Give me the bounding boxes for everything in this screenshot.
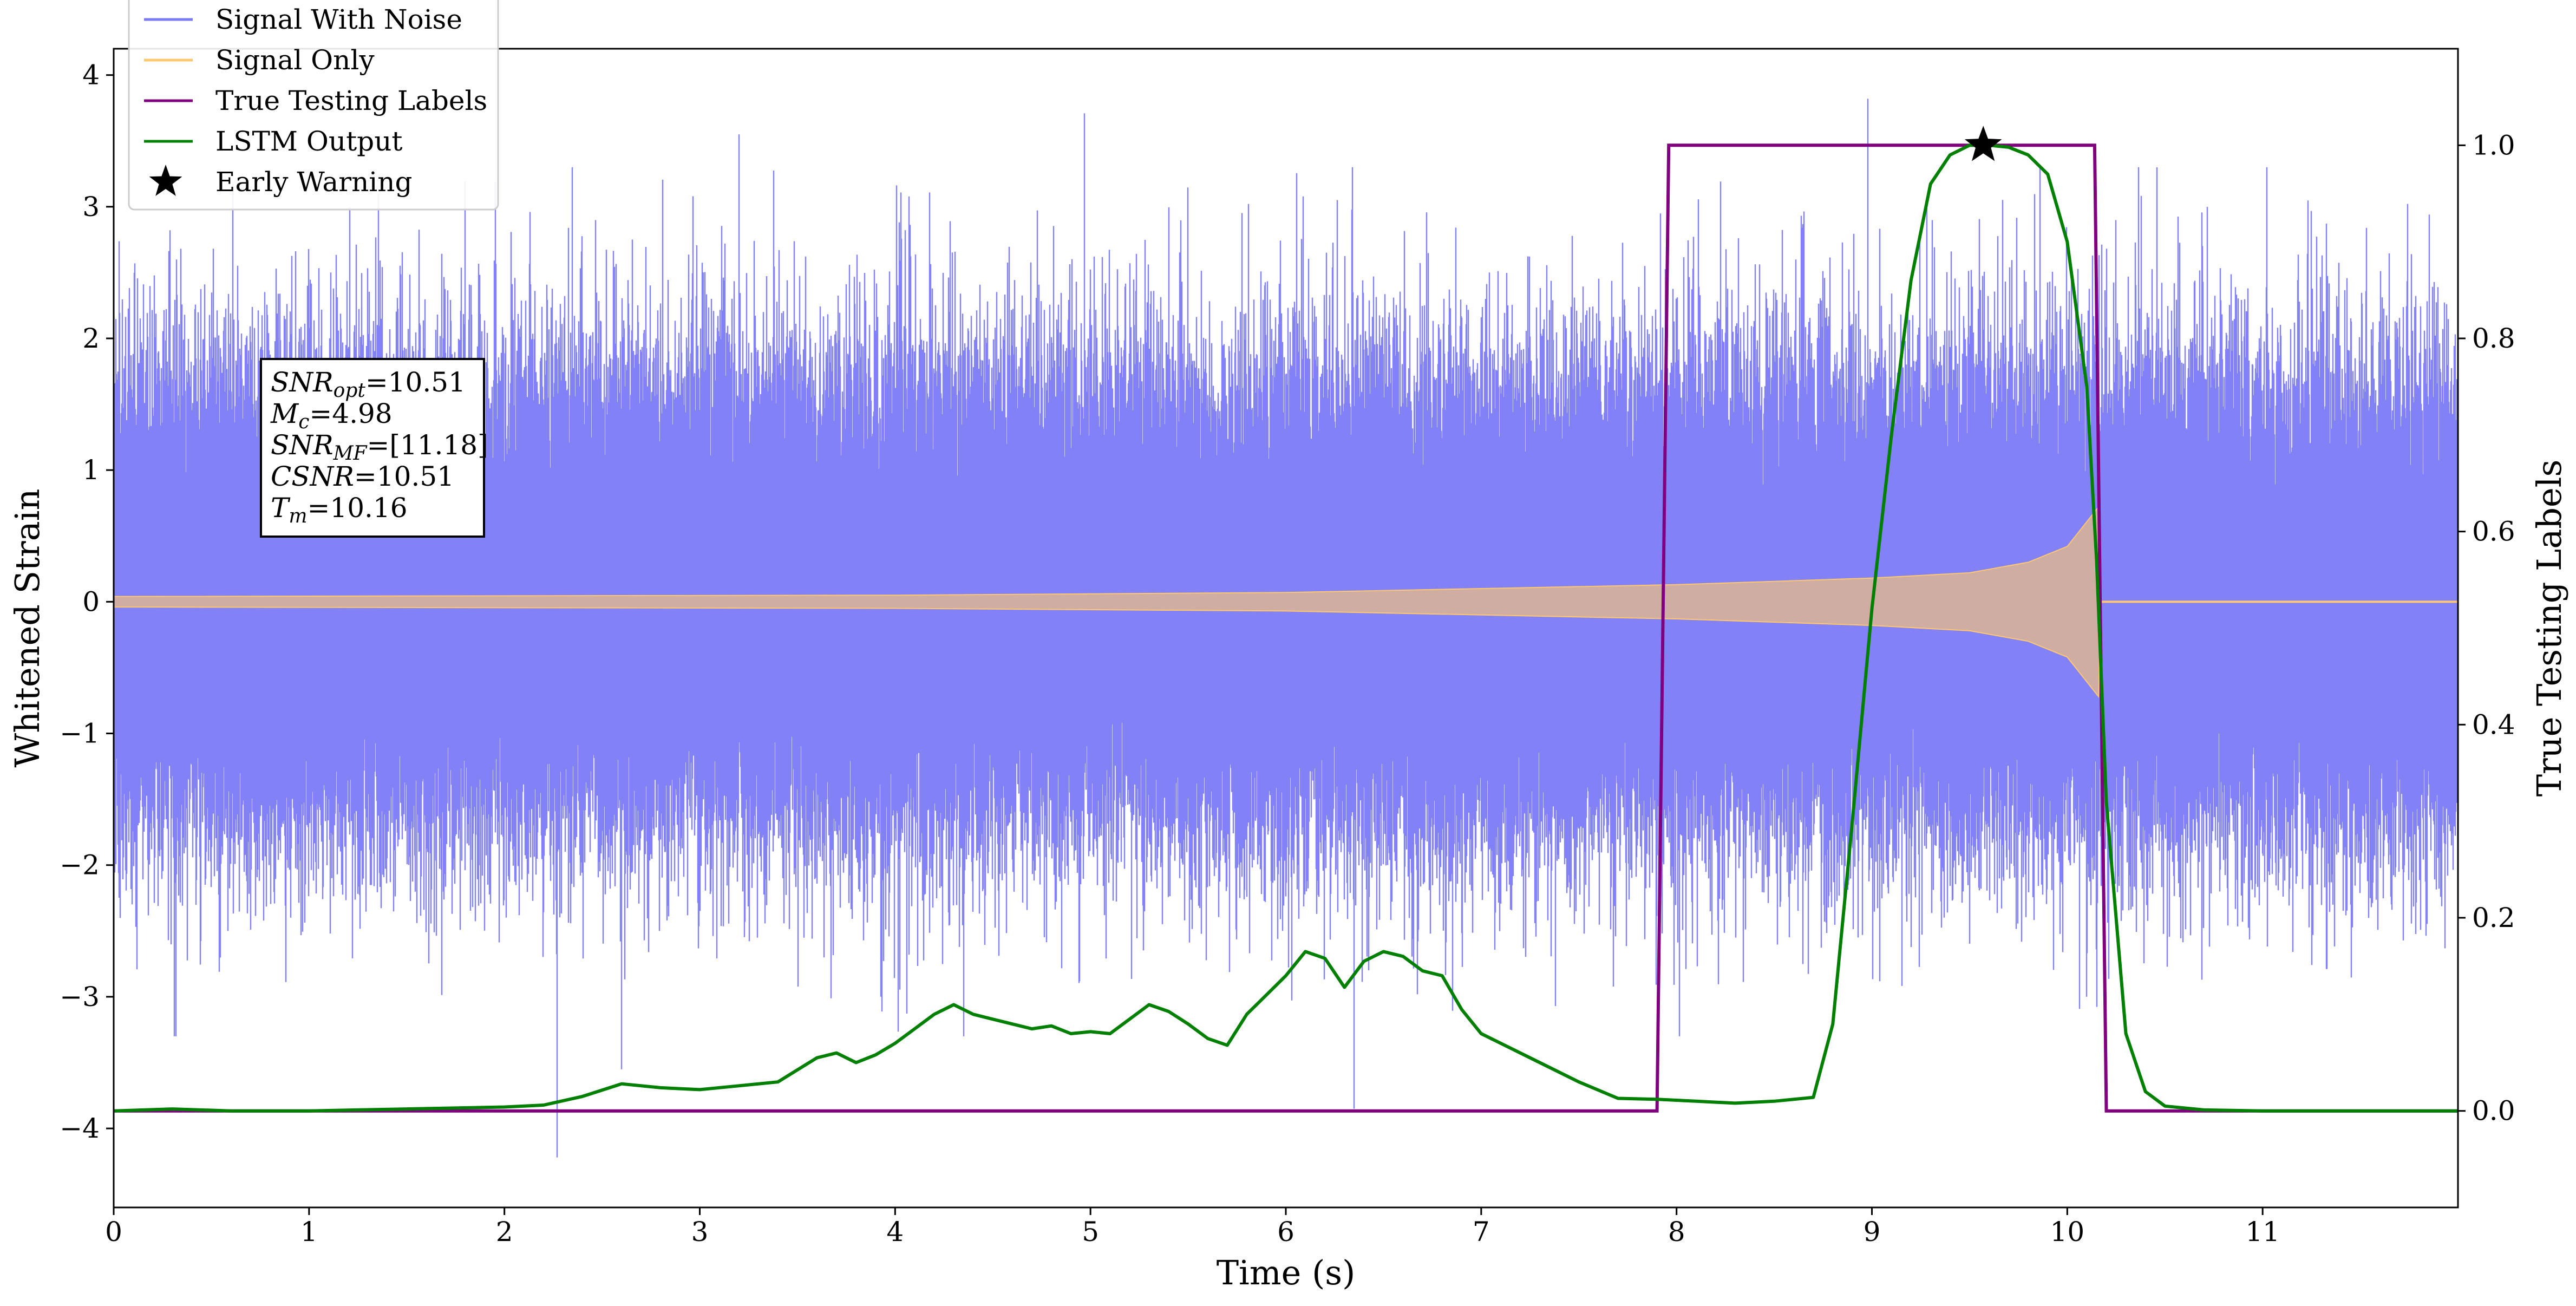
- y-left-tick-label: 0: [82, 586, 100, 617]
- y-left-tick-label: 1: [82, 454, 100, 486]
- y-right-tick-label: 0.8: [2472, 323, 2515, 354]
- info-subscript: MF: [333, 442, 368, 465]
- info-value: =4.98: [309, 398, 392, 429]
- info-value: =10.51: [365, 367, 466, 398]
- x-tick-label: 9: [1864, 1216, 1881, 1248]
- y-left-tick-label: 3: [82, 191, 100, 223]
- lstm-output-line: [114, 143, 2458, 1113]
- info-value: =10.16: [308, 492, 408, 524]
- info-subscript: c: [298, 411, 309, 433]
- x-tick-label: 2: [496, 1216, 513, 1248]
- legend-label: True Testing Labels: [215, 85, 487, 116]
- y-right-tick-label: 0.6: [2472, 516, 2515, 547]
- x-axis-title: Time (s): [1217, 1253, 1356, 1292]
- x-tick-label: 10: [2050, 1216, 2085, 1248]
- info-var: M: [270, 398, 299, 429]
- y-left-tick-label: 2: [82, 323, 100, 354]
- y-right-tick-label: 0.4: [2472, 709, 2515, 740]
- early-warning-star-icon: [1964, 126, 2002, 161]
- y-left-tick-label: −4: [60, 1113, 100, 1144]
- info-box-frame: [260, 358, 485, 538]
- legend-label: Signal With Noise: [215, 4, 462, 35]
- y-left-tick-label: −2: [60, 850, 100, 881]
- y-left-tick-label: −3: [60, 981, 100, 1013]
- y-right-tick-label: 0.0: [2472, 1095, 2515, 1127]
- y-left-axis-title: Whitened Strain: [8, 489, 47, 768]
- plot-area: [114, 99, 2458, 1158]
- info-line: Tm=10.16: [271, 492, 408, 527]
- y-right-tick-label: 0.2: [2472, 902, 2515, 933]
- info-line: SNRopt=10.51: [271, 367, 466, 402]
- info-value: =10.51: [354, 461, 454, 492]
- info-line: SNRMF=[11.18]: [271, 429, 488, 465]
- x-tick-label: 6: [1277, 1216, 1294, 1248]
- y-right-tick-label: 1.0: [2472, 129, 2515, 161]
- info-box: SNRopt=10.51Mc=4.98SNRMF=[11.18]CSNR=10.…: [260, 358, 488, 538]
- legend-box: [128, 0, 499, 211]
- axes: 0 1 2 3 4 5 6 7 8 9 10 11 −4 −3 −2 −1 0 1 2 3 4 0.0 0.2 0.4 0.6 0…: [8, 48, 2569, 1292]
- x-tick-label: 5: [1082, 1216, 1099, 1248]
- legend-label: Early Warning: [215, 166, 413, 198]
- info-value: =[11.18]: [367, 429, 488, 461]
- info-subscript: m: [289, 505, 307, 527]
- legend-star-icon: [149, 165, 182, 196]
- true-labels-line: [114, 143, 2458, 1113]
- plot-clip-group: [114, 99, 2458, 1158]
- info-var: SNR: [271, 367, 334, 398]
- info-var: T: [271, 492, 291, 524]
- info-var: SNR: [271, 429, 334, 461]
- x-tick-label: 1: [300, 1216, 318, 1248]
- info-line: CSNR=10.51: [271, 461, 454, 492]
- legend: Signal With Noise Signal Only True Testing…: [128, 0, 499, 211]
- x-tick-label: 3: [691, 1216, 709, 1248]
- x-tick-label: 8: [1668, 1216, 1685, 1248]
- info-subscript: opt: [334, 380, 366, 402]
- x-tick-label: 4: [886, 1216, 904, 1248]
- info-line: Mc=4.98: [270, 398, 393, 433]
- x-tick-label: 0: [105, 1216, 122, 1248]
- x-tick-label: 7: [1473, 1216, 1490, 1248]
- y-right-axis-title: True Testing Labels: [2529, 460, 2569, 797]
- y-left-tick-label: 4: [82, 60, 100, 91]
- legend-label: LSTM Output: [215, 126, 402, 157]
- legend-label: Signal Only: [215, 44, 375, 76]
- info-var: CSNR: [271, 461, 354, 492]
- x-tick-label: 11: [2245, 1216, 2280, 1248]
- y-left-tick-label: −1: [60, 718, 100, 749]
